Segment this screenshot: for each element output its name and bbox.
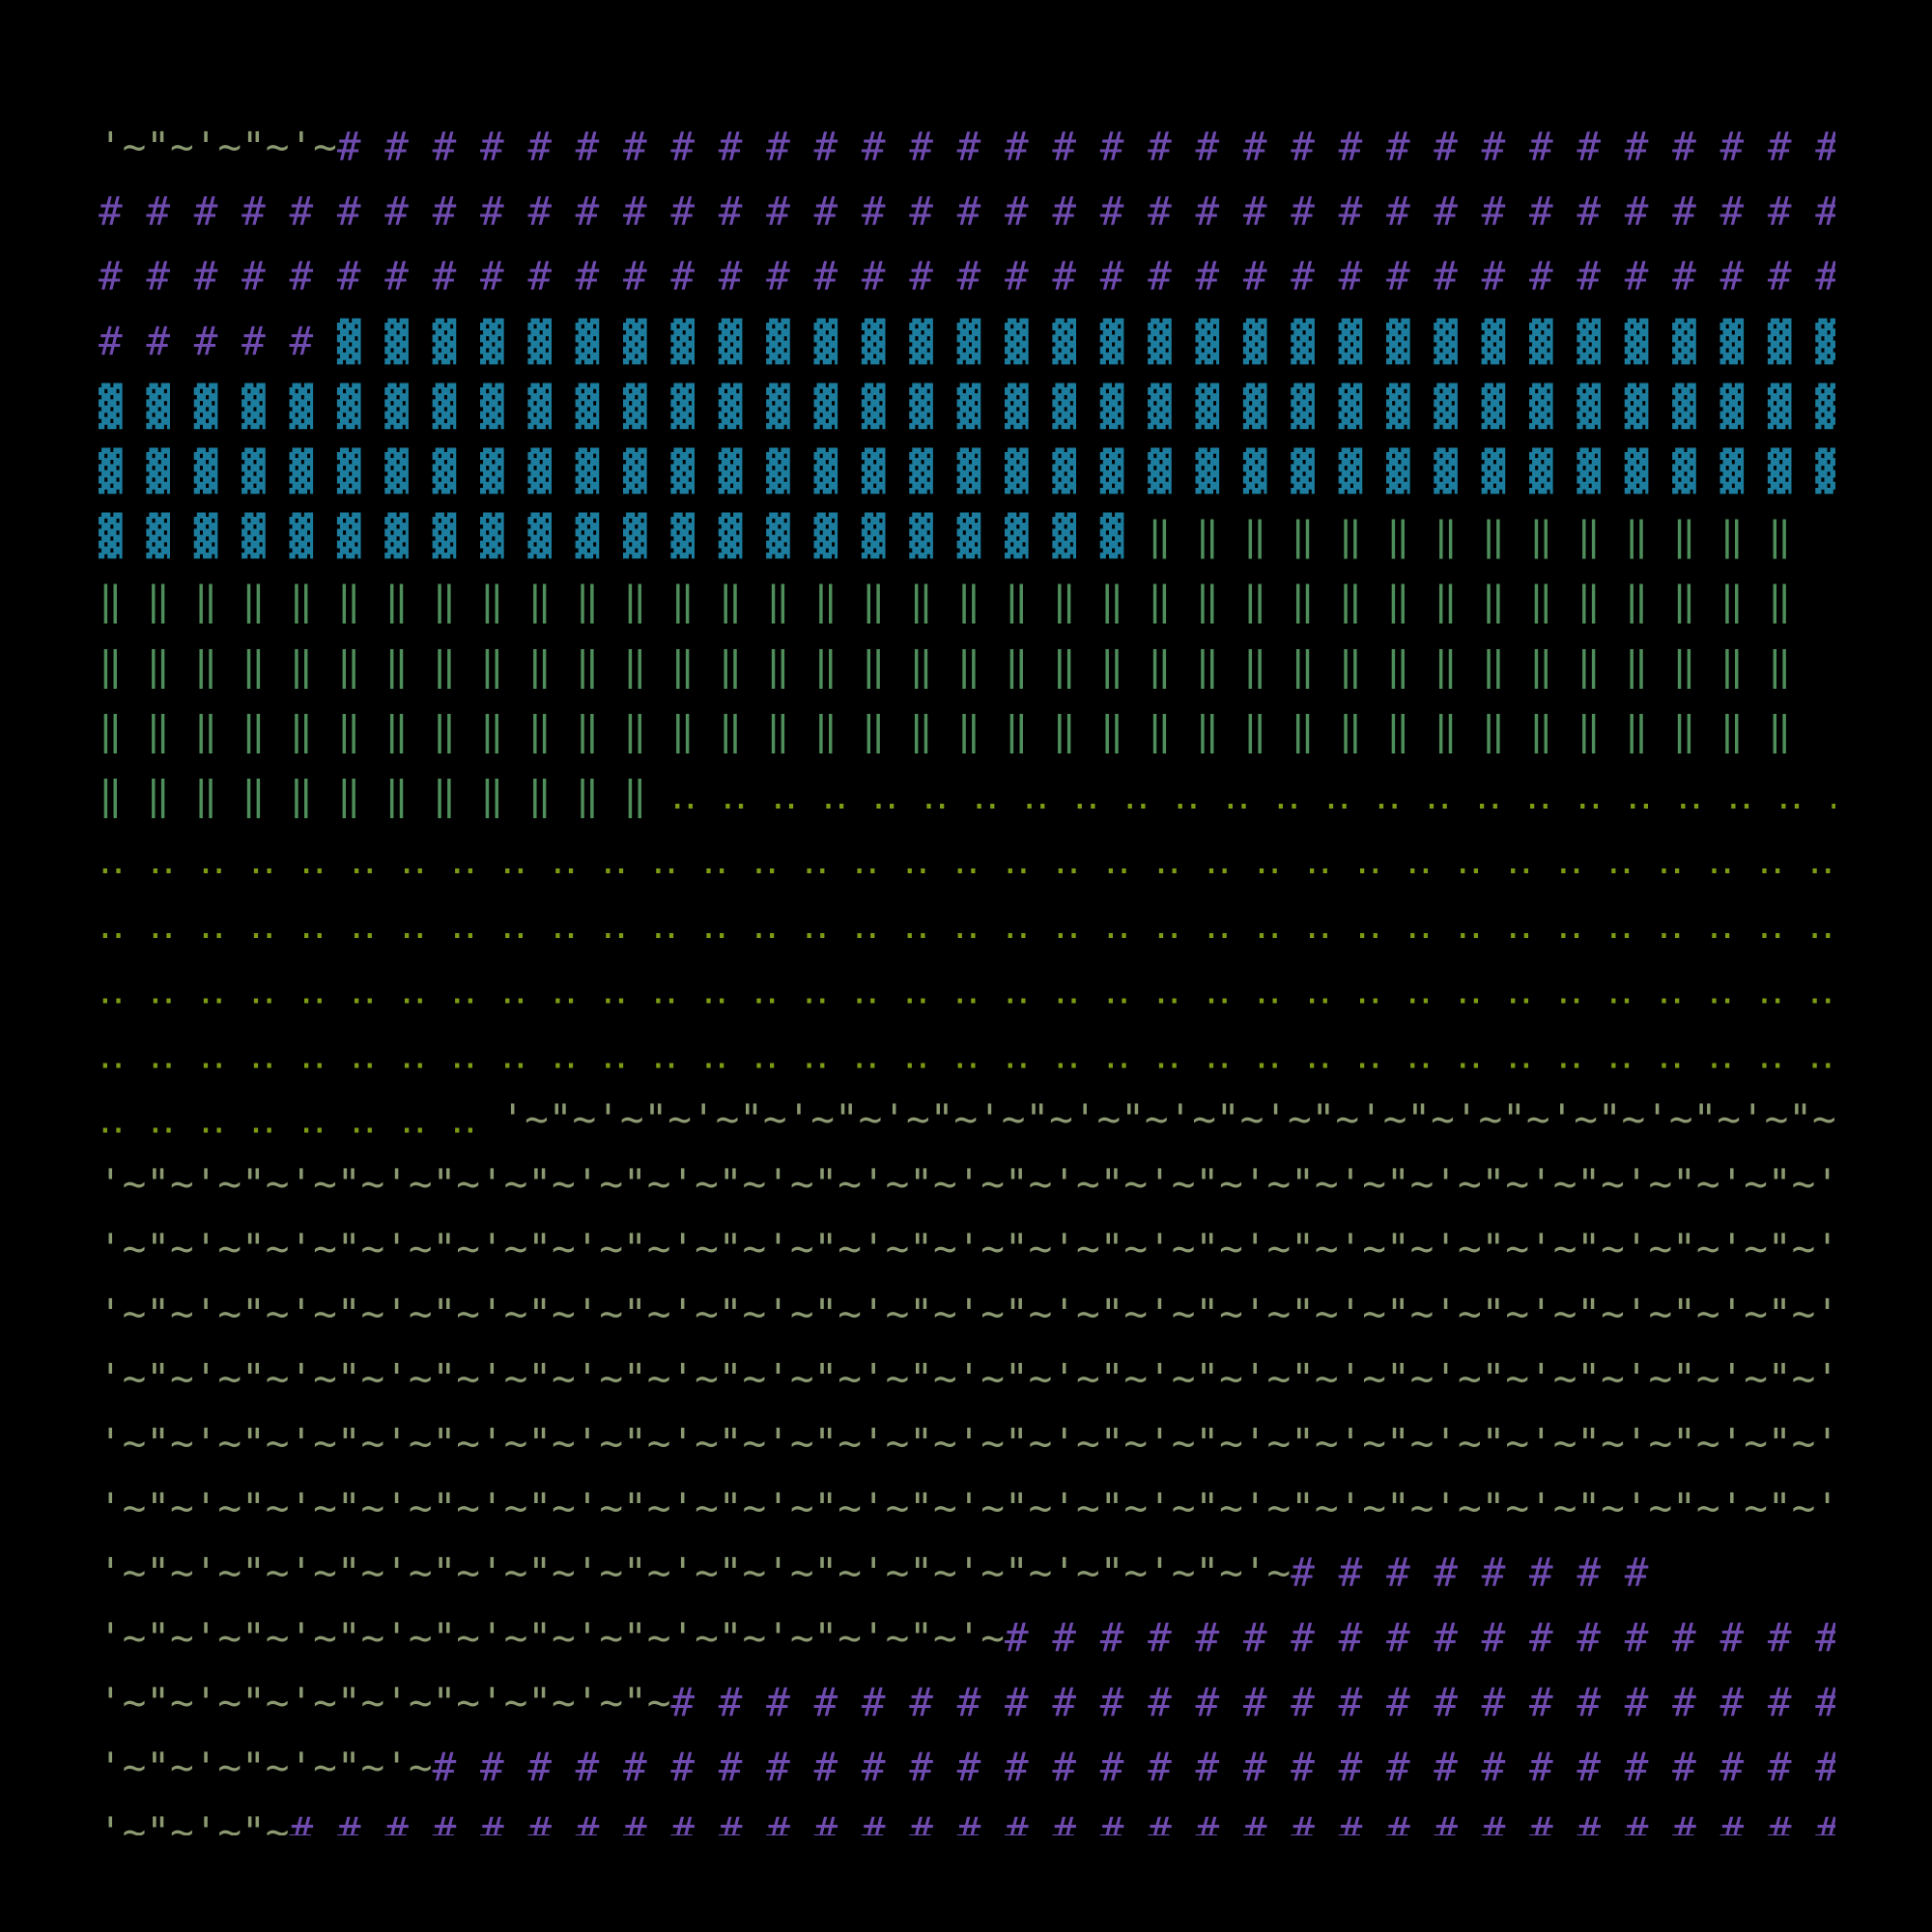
- text-row: ‖ ‖ ‖ ‖ ‖ ‖ ‖ ‖ ‖ ‖ ‖ ‖ ‖ ‖ ‖ ‖ ‖ ‖ ‖ ‖ …: [99, 578, 1815, 624]
- text-segment: '~"~'~"~'~: [99, 124, 337, 170]
- text-row: '~"~'~"~'~"~'~"~'~"~'~"~'~"~'~"~'~"~'~"~…: [99, 1291, 1863, 1337]
- text-segment: '~"~'~"~'~"~'~"~'~"~'~"~: [99, 1679, 670, 1725]
- text-row: ‥ ‥ ‥ ‥ ‥ ‥ ‥ ‥ ‥ ‥ ‥ ‥ ‥ ‥ ‥ ‥ ‥ ‥ ‥ ‥ …: [99, 966, 1932, 1012]
- text-row: '~"~'~"~'~"~'~"~'~"~'~"~'~"~'~"~'~"~'~"~…: [99, 1355, 1863, 1402]
- text-row: # # # # # # # # # # # # # # # # # # # # …: [99, 188, 1863, 235]
- text-segment: '~: [1909, 1031, 1932, 1077]
- text-row: # # # # # ▓ ▓ ▓ ▓ ▓ ▓ ▓ ▓ ▓ ▓ ▓ ▓ ▓ ▓ ▓ …: [99, 317, 1863, 364]
- text-segment: # # # # # # # # # # # # # # # # # # # # …: [99, 188, 1863, 235]
- text-segment: '~"~'~"~'~"~'~"~'~"~'~"~'~"~'~"~'~"~'~: [99, 1614, 1005, 1661]
- text-segment: # # # # # # # # # # # # # # # # # # # # …: [670, 1679, 1862, 1725]
- text-segment: ‖ ‖ ‖ ‖ ‖ ‖ ‖ ‖ ‖ ‖ ‖ ‖: [99, 772, 670, 818]
- text-segment: ‥ ‥ ‥ ‥ ‥ ‥ ‥ ‥ ‥ ‥ ‥ ‥ ‥ ‥ ‥ ‥ ‥ ‥ ‥ ‥ …: [99, 837, 1932, 883]
- text-segment: # # # # # # # # # # # # # # # # # # # # …: [289, 1809, 1862, 1856]
- text-segment: ▓ ▓ ▓ ▓ ▓ ▓ ▓ ▓ ▓ ▓ ▓ ▓ ▓ ▓ ▓ ▓ ▓ ▓ ▓ ▓ …: [99, 447, 1863, 495]
- text-segment: '~"~'~"~'~"~'~"~'~"~'~"~'~"~'~"~'~"~'~"~…: [99, 1226, 1863, 1272]
- text-segment: '~"~'~"~'~"~'~"~'~"~'~"~'~"~'~"~'~"~'~"~…: [99, 1291, 1863, 1337]
- text-segment: # # # # # # # # # # # # # # # # # # # # …: [433, 1745, 1863, 1791]
- text-segment: ▓ ▓ ▓ ▓ ▓ ▓ ▓ ▓ ▓ ▓ ▓ ▓ ▓ ▓ ▓ ▓ ▓ ▓ ▓ ▓ …: [337, 317, 1863, 364]
- text-row: '~"~'~"~# # # # # # # # # # # # # # # # …: [99, 1809, 1863, 1856]
- text-segment: '~"~'~"~'~"~'~"~'~"~'~"~'~"~'~"~'~"~'~"~…: [99, 1355, 1863, 1402]
- text-segment: ‥ ‥ ‥ ‥ ‥ ‥ ‥ ‥ ‥ ‥ ‥ ‥ ‥ ‥ ‥ ‥ ‥ ‥ ‥ ‥ …: [99, 966, 1932, 1012]
- text-row: '~"~'~"~'~"~'~"~'~"~'~"~'~"~'~"~'~"~'~"~…: [99, 1226, 1863, 1272]
- text-row: ‥ ‥ ‥ ‥ ‥ ‥ ‥ ‥ ‥ ‥ ‥ ‥ ‥ ‥ ‥ ‥ ‥ ‥ ‥ ‥ …: [99, 1031, 1932, 1077]
- text-row: ▓ ▓ ▓ ▓ ▓ ▓ ▓ ▓ ▓ ▓ ▓ ▓ ▓ ▓ ▓ ▓ ▓ ▓ ▓ ▓ …: [99, 447, 1863, 495]
- text-segment: # # # # #: [99, 318, 337, 364]
- text-segment: ‖ ‖ ‖ ‖ ‖ ‖ ‖ ‖ ‖ ‖ ‖ ‖ ‖ ‖ ‖ ‖ ‖ ‖ ‖ ‖ …: [99, 578, 1815, 624]
- text-grid: '~"~'~"~'~# # # # # # # # # # # # # # # …: [99, 124, 1932, 1856]
- text-segment: ‥ ‥ ‥ ‥ ‥ ‥ ‥ ‥: [99, 1096, 500, 1143]
- text-row: '~"~'~"~'~"~'~# # # # # # # # # # # # # …: [99, 1745, 1863, 1791]
- text-row: ‥ ‥ ‥ ‥ ‥ ‥ ‥ ‥ ‥ ‥ ‥ ‥ ‥ ‥ ‥ ‥ ‥ ‥ ‥ ‥ …: [99, 837, 1932, 883]
- text-row: '~"~'~"~'~"~'~"~'~"~'~"~'~"~'~"~'~"~'~# …: [99, 1614, 1863, 1661]
- text-segment: # # # # # # # # # # # # # # # # # # # # …: [99, 253, 1863, 299]
- text-row: '~"~'~"~'~"~'~"~'~"~'~"~'~"~'~"~'~"~'~"~…: [99, 1485, 1863, 1531]
- text-row: ‖ ‖ ‖ ‖ ‖ ‖ ‖ ‖ ‖ ‖ ‖ ‖ ‥ ‥ ‥ ‥ ‥ ‥ ‥ ‥ …: [99, 772, 1928, 818]
- text-segment: '~"~'~"~'~"~'~"~'~"~'~"~'~"~'~"~'~"~'~"~…: [99, 1420, 1863, 1466]
- text-row: '~"~'~"~'~"~'~"~'~"~'~"~# # # # # # # # …: [99, 1679, 1863, 1725]
- text-segment: '~"~'~"~: [99, 1809, 289, 1856]
- text-segment: # # # # # # # #: [1291, 1549, 1672, 1596]
- text-segment: '~"~'~"~'~"~'~"~'~"~'~"~'~"~'~"~'~"~'~"~…: [99, 1161, 1863, 1208]
- text-row: '~"~'~"~'~# # # # # # # # # # # # # # # …: [99, 124, 1863, 170]
- text-row: ‖ ‖ ‖ ‖ ‖ ‖ ‖ ‖ ‖ ‖ ‖ ‖ ‖ ‖ ‖ ‖ ‖ ‖ ‖ ‖ …: [99, 642, 1815, 689]
- text-row: '~"~'~"~'~"~'~"~'~"~'~"~'~"~'~"~'~"~'~"~…: [99, 1420, 1863, 1466]
- text-segment: ▓ ▓ ▓ ▓ ▓ ▓ ▓ ▓ ▓ ▓ ▓ ▓ ▓ ▓ ▓ ▓ ▓ ▓ ▓ ▓ …: [99, 512, 1148, 559]
- text-segment: ‖ ‖ ‖ ‖ ‖ ‖ ‖ ‖ ‖ ‖ ‖ ‖ ‖ ‖ ‖ ‖ ‖ ‖ ‖ ‖ …: [99, 642, 1815, 689]
- text-row: '~"~'~"~'~"~'~"~'~"~'~"~'~"~'~"~'~"~'~"~…: [99, 1549, 1672, 1596]
- text-segment: # # # # # # # # # # # # # # # # # #: [1005, 1614, 1863, 1661]
- text-row: ‥ ‥ ‥ ‥ ‥ ‥ ‥ ‥ '~"~'~"~'~"~'~"~'~"~'~"~…: [99, 1096, 1884, 1143]
- text-row: ▓ ▓ ▓ ▓ ▓ ▓ ▓ ▓ ▓ ▓ ▓ ▓ ▓ ▓ ▓ ▓ ▓ ▓ ▓ ▓ …: [99, 382, 1863, 429]
- text-segment: '~"~'~"~'~"~'~"~'~"~'~"~'~"~'~"~'~"~'~"~…: [99, 1485, 1863, 1531]
- text-segment: ‥ ‥ ‥ ‥ ‥ ‥ ‥ ‥ ‥ ‥ ‥ ‥ ‥ ‥ ‥ ‥ ‥ ‥ ‥ ‥ …: [99, 901, 1932, 948]
- text-row: ‖ ‖ ‖ ‖ ‖ ‖ ‖ ‖ ‖ ‖ ‖ ‖ ‖ ‖ ‖ ‖ ‖ ‖ ‖ ‖ …: [99, 707, 1815, 753]
- text-row: ‥ ‥ ‥ ‥ ‥ ‥ ‥ ‥ ‥ ‥ ‥ ‥ ‥ ‥ ‥ ‥ ‥ ‥ ‥ ‥ …: [99, 901, 1932, 948]
- text-segment: ▓ ▓ ▓ ▓ ▓ ▓ ▓ ▓ ▓ ▓ ▓ ▓ ▓ ▓ ▓ ▓ ▓ ▓ ▓ ▓ …: [99, 382, 1863, 429]
- text-segment: ‖ ‖ ‖ ‖ ‖ ‖ ‖ ‖ ‖ ‖ ‖ ‖ ‖ ‖: [1148, 513, 1815, 559]
- text-row: ▓ ▓ ▓ ▓ ▓ ▓ ▓ ▓ ▓ ▓ ▓ ▓ ▓ ▓ ▓ ▓ ▓ ▓ ▓ ▓ …: [99, 512, 1815, 559]
- text-segment: '~"~'~"~'~"~'~"~'~"~'~"~'~"~'~"~'~"~'~"~…: [500, 1096, 1884, 1143]
- text-segment: '~"~'~"~'~"~'~: [99, 1745, 433, 1791]
- text-row: '~"~'~"~'~"~'~"~'~"~'~"~'~"~'~"~'~"~'~"~…: [99, 1161, 1863, 1208]
- text-segment: ‥ ‥ ‥ ‥ ‥ ‥ ‥ ‥ ‥ ‥ ‥ ‥ ‥ ‥ ‥ ‥ ‥ ‥ ‥ ‥ …: [99, 1031, 1909, 1077]
- text-row: # # # # # # # # # # # # # # # # # # # # …: [99, 253, 1863, 299]
- text-segment: ‥ ‥ ‥ ‥ ‥ ‥ ‥ ‥ ‥ ‥ ‥ ‥ ‥ ‥ ‥ ‥ ‥ ‥ ‥ ‥ …: [670, 772, 1927, 818]
- text-segment: '~"~'~"~'~"~'~"~'~"~'~"~'~"~'~"~'~"~'~"~…: [99, 1549, 1291, 1596]
- text-segment: # # # # # # # # # # # # # # # # # # # # …: [337, 124, 1863, 170]
- text-segment: ‖ ‖ ‖ ‖ ‖ ‖ ‖ ‖ ‖ ‖ ‖ ‖ ‖ ‖ ‖ ‖ ‖ ‖ ‖ ‖ …: [99, 707, 1815, 753]
